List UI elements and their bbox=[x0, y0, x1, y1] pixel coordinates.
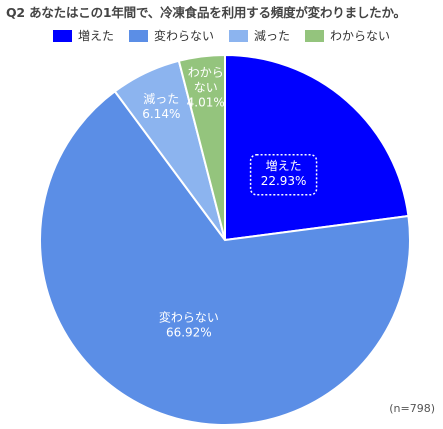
slice-name-label-unknown: ない bbox=[194, 81, 218, 95]
pie-slice-unknown bbox=[177, 53, 226, 241]
legend-item-increased: 増えた bbox=[52, 27, 114, 44]
slice-value-label-unchanged: 66.92% bbox=[166, 326, 212, 340]
legend-label-unchanged: 変わらない bbox=[153, 29, 214, 43]
legend-item-decreased: 減った bbox=[229, 27, 290, 44]
legend-swatch-unknown bbox=[305, 29, 325, 42]
slice-name-label-increased: 増えた bbox=[266, 159, 302, 173]
slice-value-label-decreased: 6.14% bbox=[142, 107, 180, 121]
slice-value-label-unknown: 4.01% bbox=[187, 96, 225, 110]
chart-legend: 増えた 変わらない 減った わからない bbox=[0, 27, 443, 44]
legend-swatch-unchanged bbox=[128, 29, 148, 42]
pie-slice-increased bbox=[224, 53, 410, 242]
slice-value-label-increased: 22.93% bbox=[261, 174, 307, 188]
chart-title: Q2 あなたはこの1年間で、冷凍食品を利用する頻度が変わりましたか。 bbox=[6, 5, 406, 20]
slice-name-label-unknown: わから bbox=[188, 66, 224, 80]
pie-slice-unchanged bbox=[39, 89, 411, 426]
legend-label-decreased: 減った bbox=[254, 29, 291, 43]
label-box-increased bbox=[249, 154, 318, 196]
legend-item-unknown: わからない bbox=[305, 27, 390, 44]
legend-item-unchanged: 変わらない bbox=[128, 27, 214, 44]
legend-swatch-decreased bbox=[229, 29, 248, 42]
legend-label-increased: 増えた bbox=[77, 29, 114, 43]
slice-name-label-unchanged: 変わらない bbox=[159, 310, 219, 325]
legend-label-unknown: わからない bbox=[330, 29, 391, 43]
legend-swatch-increased bbox=[52, 29, 72, 42]
slice-name-label-decreased: 減った bbox=[143, 91, 179, 106]
sample-size-note: (n=798) bbox=[389, 402, 435, 415]
